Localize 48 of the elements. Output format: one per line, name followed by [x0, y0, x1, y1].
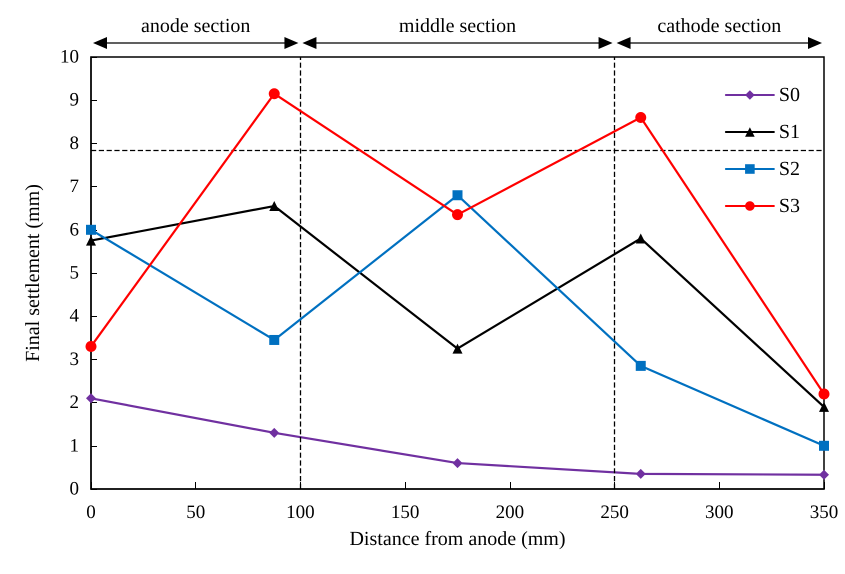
- point: [269, 201, 280, 212]
- point: [269, 428, 280, 438]
- point: [819, 440, 829, 451]
- text: middle section: [398, 15, 516, 38]
- y-tick-label: 2: [70, 392, 79, 414]
- text: anode section: [141, 15, 250, 38]
- y-tick-label: 3: [70, 348, 79, 370]
- point: [86, 393, 96, 404]
- point: [452, 209, 463, 220]
- y-tick-label: 5: [70, 262, 79, 284]
- point: [819, 470, 829, 480]
- text: cathode section: [657, 15, 782, 38]
- x-tick-label: 350: [810, 502, 838, 523]
- y-tick-label: 10: [60, 46, 79, 68]
- x-tick-label: 300: [705, 502, 734, 523]
- legend-label: S2: [778, 158, 800, 180]
- x-tick-label: 0: [86, 502, 96, 523]
- point: [452, 344, 462, 354]
- point: [452, 190, 462, 200]
- y-tick-label: 4: [70, 306, 80, 327]
- legend-label: S0: [778, 84, 800, 106]
- point: [269, 334, 280, 345]
- point: [452, 458, 462, 468]
- point: [268, 88, 280, 100]
- point: [636, 468, 646, 479]
- point: [636, 360, 646, 371]
- point: [86, 224, 96, 235]
- x-tick-label: 150: [390, 502, 420, 523]
- y-tick-label: 1: [70, 435, 79, 456]
- x-tick-label: 250: [600, 502, 629, 523]
- point: [635, 112, 646, 123]
- y-tick-label: 7: [70, 176, 79, 198]
- y-tick-label: 0: [70, 478, 79, 500]
- point: [819, 402, 829, 412]
- x-axis-title: Distance from anode (mm): [349, 528, 566, 550]
- x-tick-label: 200: [496, 502, 524, 523]
- y-tick-label: 6: [70, 219, 79, 240]
- y-axis-title: Final settlement (mm): [22, 184, 44, 362]
- legend-label: S3: [778, 195, 800, 217]
- legend-label: S1: [778, 121, 800, 143]
- point: [636, 233, 646, 244]
- point: [818, 388, 830, 400]
- x-tick-label: 50: [186, 502, 206, 523]
- point: [86, 236, 96, 246]
- y-tick-label: 9: [70, 90, 79, 111]
- point: [86, 340, 96, 352]
- y-tick-label: 8: [70, 132, 79, 154]
- x-tick-label: 100: [286, 502, 315, 523]
